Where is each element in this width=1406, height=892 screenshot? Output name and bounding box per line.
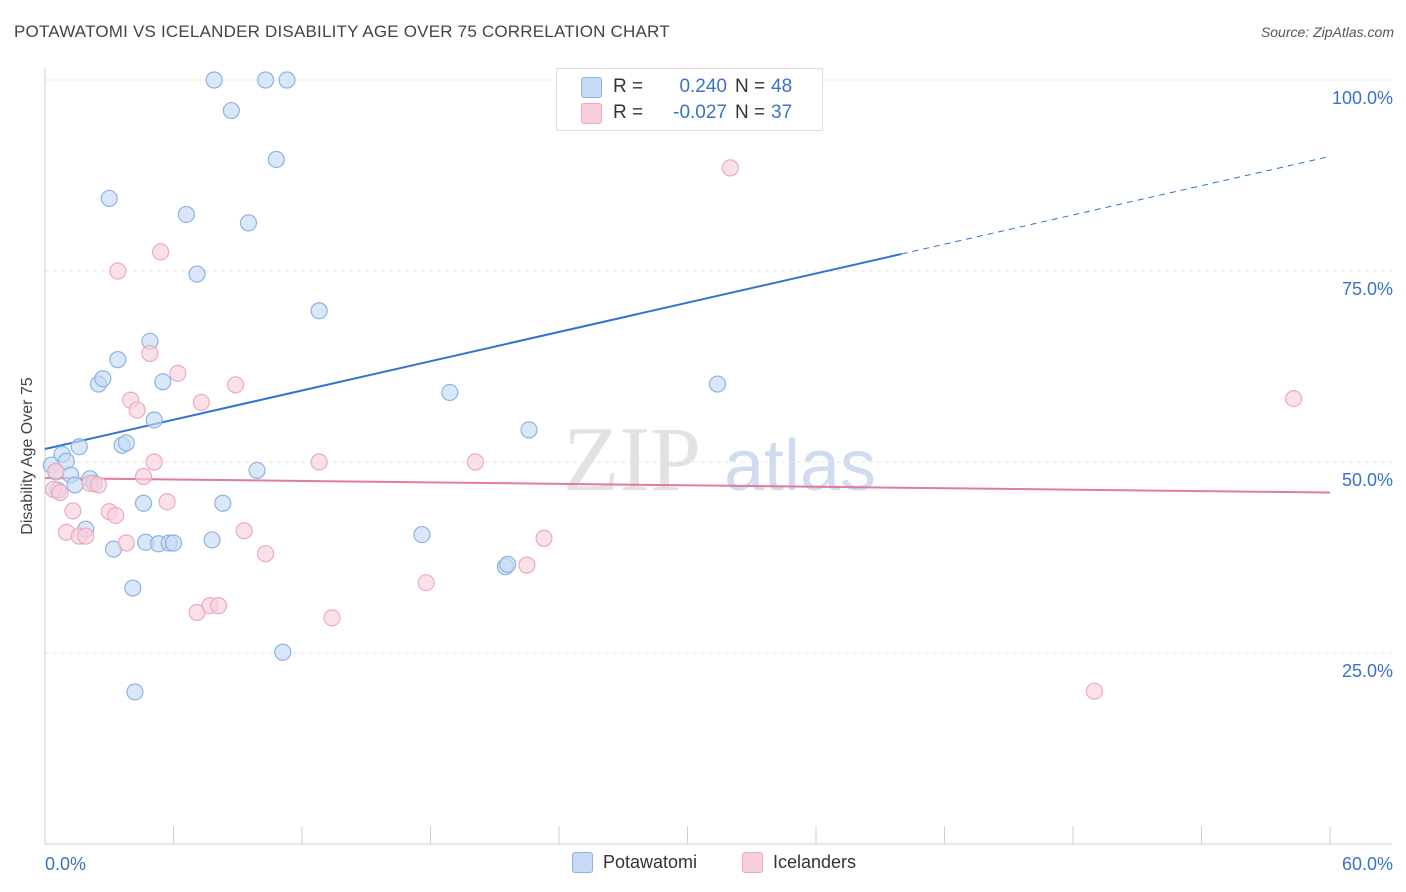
point-icelanders [145,453,163,471]
data-points [42,71,1303,701]
y-tick-label: 75.0% [1342,279,1393,299]
point-potawatomi [256,71,275,89]
legend-item-icelanders[interactable]: Icelanders [742,852,856,873]
n-label: N = [735,76,766,97]
y-tick-label: 50.0% [1342,470,1393,490]
point-potawatomi [520,421,538,439]
point-icelanders [466,453,485,471]
point-potawatomi [126,683,144,701]
point-potawatomi [274,643,292,661]
point-potawatomi [441,383,459,402]
point-potawatomi [188,265,206,283]
legend-swatch-icelanders [742,852,763,873]
axes [44,68,1392,845]
potawatomi-swatch [581,77,602,98]
x-tick-labels: 0.0% 60.0% [45,854,1393,874]
point-potawatomi [222,101,240,120]
legend: Potawatomi Icelanders [0,852,1406,876]
point-icelanders [51,483,69,502]
trendlines [44,155,1331,494]
point-potawatomi [134,494,153,512]
point-icelanders [141,344,159,363]
gridlines [45,79,1392,654]
legend-label-icelanders: Icelanders [773,852,857,872]
point-potawatomi [66,476,84,494]
point-icelanders [235,522,253,540]
legend-swatch-potawatomi [572,852,593,873]
point-potawatomi [94,370,112,388]
point-potawatomi [145,411,163,429]
point-icelanders [64,502,82,520]
r-label: R = [613,76,644,97]
point-icelanders [535,529,553,548]
stats-box: R = 0.240 N = 48 R = -0.027 N = 37 [556,68,823,131]
point-icelanders [417,574,435,592]
point-potawatomi [164,534,183,552]
r-value: -0.027 [673,102,727,123]
point-icelanders [109,262,127,280]
point-icelanders [77,527,95,545]
point-icelanders [128,401,146,419]
point-icelanders [721,159,739,177]
icelanders-swatch [581,103,602,124]
legend-label-potawatomi: Potawatomi [603,852,698,872]
point-icelanders [227,376,245,394]
point-icelanders [518,556,536,574]
trendline-icelanders [44,477,1331,494]
trendline-potawatomi-extension [901,155,1331,255]
point-potawatomi [278,71,296,89]
source-label: Source: ZipAtlas.com [1260,24,1394,40]
point-icelanders [323,609,341,627]
point-icelanders [89,476,108,494]
point-potawatomi [413,525,431,544]
point-potawatomi [177,205,195,224]
n-value: 48 [771,76,793,97]
chart-title: POTAWATOMI VS ICELANDER DISABILITY AGE O… [14,22,670,41]
point-potawatomi [205,71,223,89]
x-tick-label: 60.0% [1342,854,1393,874]
point-icelanders [256,545,275,563]
n-value: 37 [771,102,793,123]
y-tick-labels: 25.0% 50.0% 75.0% 100.0% [1332,88,1393,681]
point-potawatomi [203,531,221,549]
y-tick-label: 25.0% [1342,661,1393,681]
watermark: ZIP atlas [563,408,876,510]
y-tick-label: 100.0% [1332,88,1393,108]
point-potawatomi [124,579,142,597]
point-potawatomi [109,351,127,369]
point-icelanders [1085,682,1104,700]
point-potawatomi [214,494,232,512]
trendline-potawatomi [44,252,902,450]
point-potawatomi [248,461,266,480]
point-icelanders [47,462,65,480]
point-icelanders [158,493,176,511]
point-icelanders [117,534,135,552]
legend-item-potawatomi[interactable]: Potawatomi [572,852,697,873]
point-icelanders [134,467,153,486]
point-icelanders [209,597,228,615]
point-potawatomi [154,373,172,391]
point-potawatomi [70,438,88,456]
point-icelanders [152,243,170,261]
point-icelanders [107,506,125,525]
n-label: N = [735,102,766,123]
point-icelanders [310,453,328,471]
point-potawatomi [117,434,135,452]
r-label: R = [613,102,644,123]
point-icelanders [169,364,187,382]
point-potawatomi [100,189,118,208]
point-icelanders [1284,389,1303,408]
point-icelanders [192,393,210,412]
watermark-zip: ZIP [563,408,701,510]
point-potawatomi [499,555,517,573]
watermark-atlas: atlas [724,426,876,506]
point-potawatomi [239,214,258,232]
x-tick-label: 0.0% [45,854,86,874]
point-potawatomi [310,302,328,320]
point-potawatomi [708,375,727,393]
point-potawatomi [267,150,285,169]
r-value: 0.240 [679,76,727,97]
